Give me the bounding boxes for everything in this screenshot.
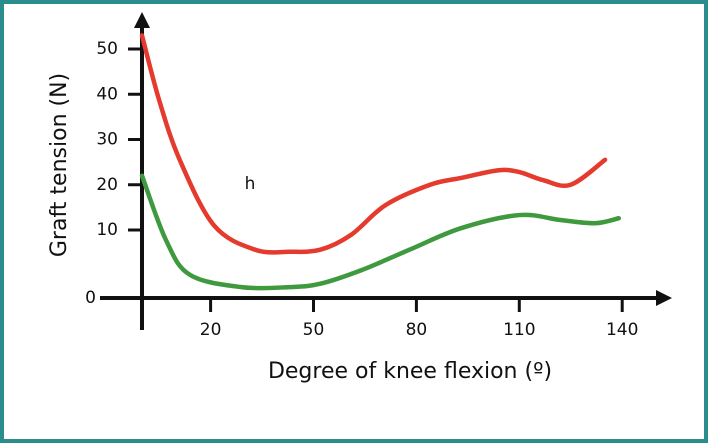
x-tick-label: 110 [503, 320, 535, 340]
y-tick-label: 30 [96, 130, 118, 150]
y-tick-label: 0 [85, 288, 96, 308]
y-tick-label: 40 [96, 84, 118, 104]
y-axis-label: Graft tension (N) [47, 73, 72, 257]
y-tick-label: 10 [96, 220, 118, 240]
x-axis-label: Degree of knee flexion (º) [268, 359, 552, 384]
y-tick-label: 50 [96, 39, 118, 59]
x-tick-label: 50 [303, 320, 325, 340]
x-tick-label: 140 [606, 320, 638, 340]
y-arrow [134, 12, 150, 28]
y-tick-label: 20 [96, 175, 118, 195]
x-tick-label: 80 [406, 320, 428, 340]
x-arrow [656, 290, 672, 306]
series-line [139, 33, 608, 255]
series-line [139, 173, 622, 291]
annotation: h [245, 174, 256, 194]
x-tick-label: 20 [200, 320, 222, 340]
